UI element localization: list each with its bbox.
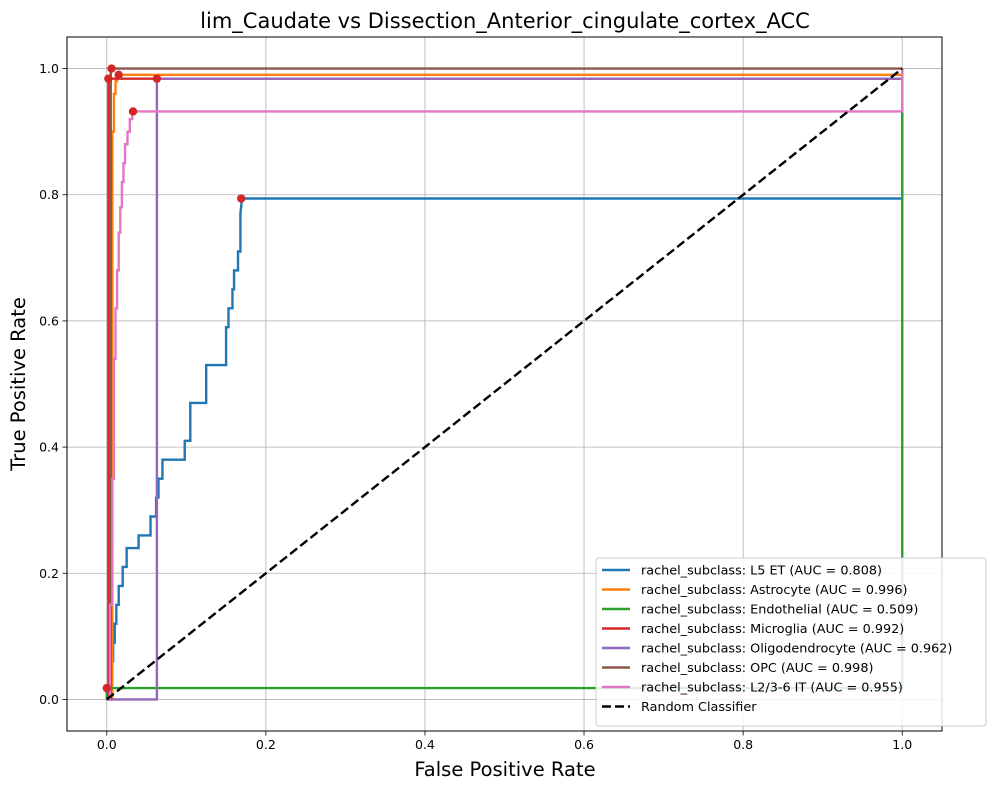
optimal-points (102, 64, 246, 693)
axis-ticks: 0.0 0.2 0.4 0.6 0.8 1.0 0.0 0.2 0.4 0.6 0.8 1.0 (39, 61, 912, 752)
x-tick-label-1: 0.2 (256, 737, 276, 752)
grid-lines (67, 37, 942, 731)
optimal-point-5 (107, 64, 116, 73)
y-tick-label-5: 1.0 (39, 61, 59, 76)
y-tick-label-3: 0.6 (39, 313, 59, 328)
y-tick-label-1: 0.2 (39, 566, 59, 581)
legend-label-4: rachel_subclass: Oligodendrocyte (AUC = … (641, 642, 952, 657)
y-axis-label: True Positive Rate (7, 297, 30, 472)
legend-label-0: rachel_subclass: L5 ET (AUC = 0.808) (641, 564, 882, 579)
y-tick-label-2: 0.4 (39, 440, 59, 455)
legend-label-2: rachel_subclass: Endothelial (AUC = 0.50… (641, 603, 918, 618)
legend-label-1: rachel_subclass: Astrocyte (AUC = 0.996) (641, 583, 907, 598)
series-line-7 (106, 67, 903, 701)
y-tick-label-4: 0.8 (39, 187, 59, 202)
optimal-point-4 (152, 74, 162, 83)
legend-label-3: rachel_subclass: Microglia (AUC = 0.992) (641, 622, 904, 637)
x-tick-label-3: 0.6 (574, 737, 594, 752)
series-line-0 (106, 68, 904, 701)
optimal-point-2 (102, 683, 111, 693)
series-line-2 (105, 68, 904, 700)
x-tick-label-4: 0.8 (733, 737, 753, 752)
legend-label-6: rachel_subclass: L2/3-6 IT (AUC = 0.955) (641, 681, 903, 696)
x-tick-label-2: 0.4 (415, 737, 435, 752)
optimal-point-6 (128, 107, 138, 116)
y-tick-label-0: 0.0 (39, 692, 59, 707)
chart-title: lim_Caudate vs Dissection_Anterior_cingu… (200, 9, 810, 34)
optimal-point-1 (114, 70, 123, 80)
x-tick-label-0: 0.0 (97, 737, 117, 752)
x-tick-label-5: 1.0 (892, 737, 912, 752)
legend-label-7: Random Classifier (641, 700, 757, 715)
optimal-point-0 (237, 194, 246, 203)
axes-frame (66, 36, 943, 732)
plot-lines (105, 67, 904, 701)
legend-box (595, 557, 987, 727)
series-line-6 (106, 68, 904, 701)
legend: rachel_subclass: L5 ET (AUC = 0.808) rach… (595, 557, 987, 727)
legend-label-5: rachel_subclass: OPC (AUC = 0.998) (641, 661, 873, 676)
optimal-point-3 (104, 74, 113, 83)
series-line-1 (106, 68, 904, 701)
x-axis-label: False Positive Rate (414, 758, 595, 781)
